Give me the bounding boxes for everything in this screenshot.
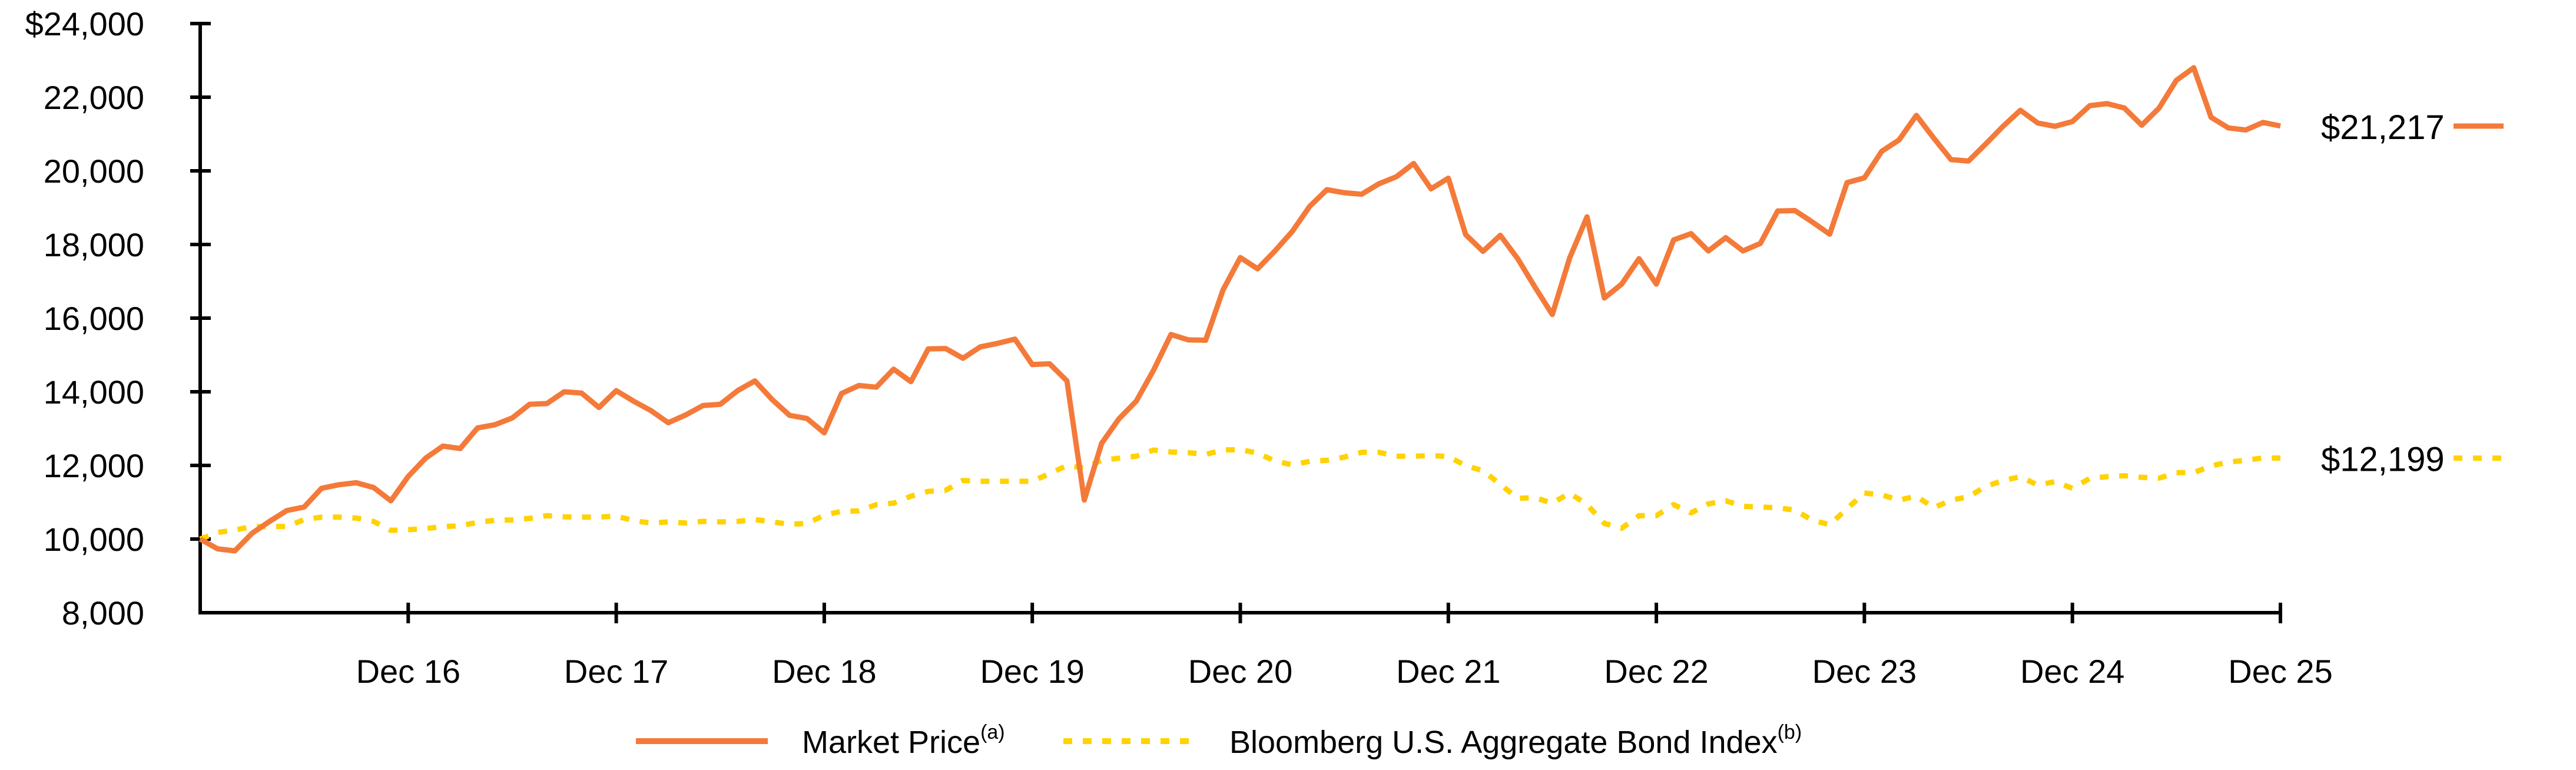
x-tick-label: Dec 20 bbox=[1188, 653, 1292, 690]
legend-label-bond-index: Bloomberg U.S. Aggregate Bond Index(b) bbox=[1229, 721, 1802, 760]
series-line-bond-index bbox=[199, 447, 2281, 542]
y-axis: $24,000 22,000 20,000 18,000 16,000 14,000 12,… bbox=[25, 5, 211, 632]
series-line-market-price bbox=[198, 65, 2281, 554]
x-tick-label: Dec 17 bbox=[564, 653, 668, 690]
x-axis: Dec 16 Dec 17 Dec 18 Dec 19 Dec 20 Dec 21 Dec … bbox=[198, 603, 2333, 690]
end-labels: $21,217 $12,199 bbox=[2321, 108, 2504, 479]
x-tick-label: Dec 19 bbox=[980, 653, 1084, 690]
x-tick-label: Dec 23 bbox=[1812, 653, 1917, 690]
x-tick-label: Dec 22 bbox=[1604, 653, 1708, 690]
x-tick-label: Dec 21 bbox=[1396, 653, 1500, 690]
end-label-bond-index: $12,199 bbox=[2321, 441, 2445, 479]
y-tick-label: 14,000 bbox=[44, 374, 144, 411]
y-tick-label: 22,000 bbox=[44, 79, 144, 116]
x-tick-label: Dec 25 bbox=[2228, 653, 2332, 690]
legend-label-market-price: Market Price(a) bbox=[802, 721, 1005, 760]
x-tick-label: Dec 24 bbox=[2020, 653, 2124, 690]
x-tick-label: Dec 18 bbox=[772, 653, 876, 690]
y-tick-label: 16,000 bbox=[44, 300, 144, 337]
y-tick-label: 10,000 bbox=[44, 521, 144, 558]
y-tick-label: 8,000 bbox=[62, 594, 144, 632]
series-layer bbox=[198, 65, 2281, 554]
x-tick-label: Dec 16 bbox=[356, 653, 460, 690]
y-tick-label: 20,000 bbox=[44, 153, 144, 190]
legend: Market Price(a) Bloomberg U.S. Aggregate… bbox=[636, 721, 1802, 760]
end-label-market-price: $21,217 bbox=[2321, 108, 2445, 147]
y-tick-label: $24,000 bbox=[25, 5, 144, 42]
y-tick-label: 12,000 bbox=[44, 447, 144, 484]
y-tick-label: 18,000 bbox=[44, 226, 144, 263]
